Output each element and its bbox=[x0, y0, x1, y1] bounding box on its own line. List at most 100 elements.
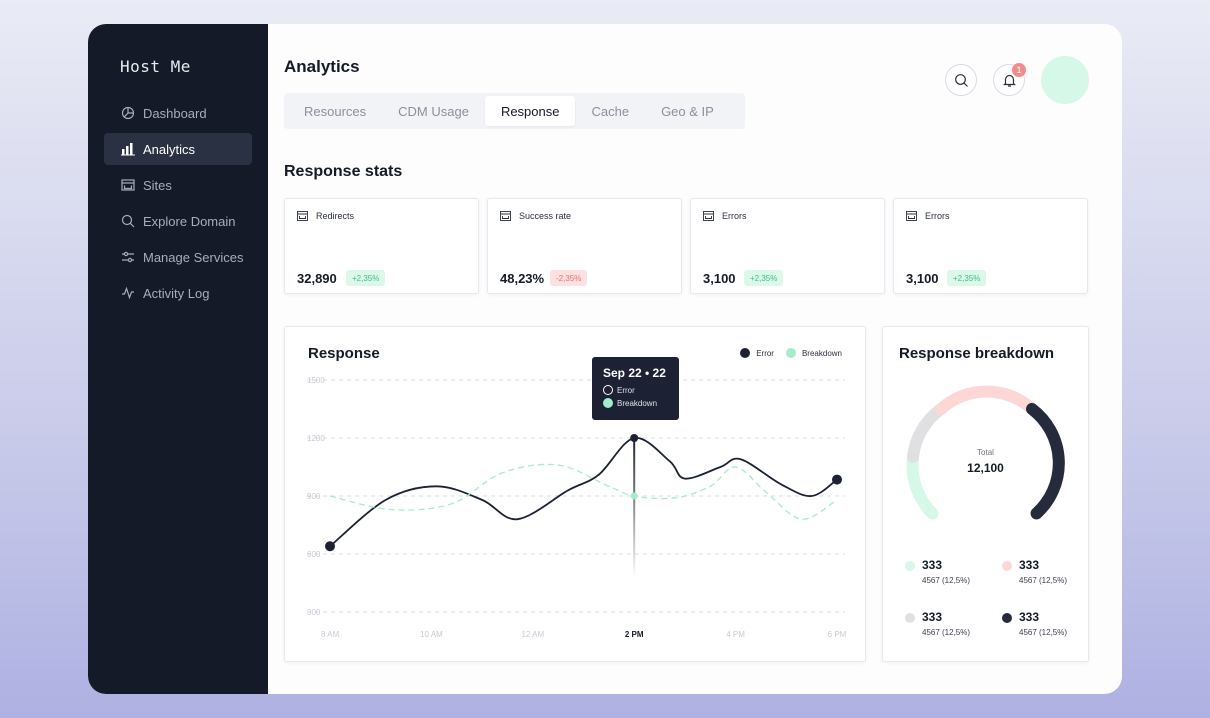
x-tick-label: 10 AM bbox=[420, 630, 443, 639]
stat-card-success-rate: Success rate 48,23% -2,35% bbox=[487, 198, 682, 294]
sidebar-item-analytics[interactable]: Analytics bbox=[104, 133, 252, 165]
section-title: Response stats bbox=[284, 163, 403, 180]
chart-title: Response bbox=[308, 345, 380, 362]
tab-cache[interactable]: Cache bbox=[591, 103, 630, 119]
breakdown-dot bbox=[1002, 613, 1012, 623]
browser-window-icon bbox=[703, 211, 714, 221]
breakdown-dot bbox=[905, 561, 915, 571]
sidebar-nav: Dashboard Analytics Sites Explore Domain bbox=[104, 97, 252, 313]
stat-label: Redirects bbox=[316, 211, 355, 221]
browser-window-icon bbox=[906, 211, 917, 221]
legend-dot bbox=[785, 348, 796, 358]
brand-logo[interactable]: Host Me bbox=[120, 57, 191, 76]
data-point-highlight[interactable] bbox=[630, 434, 639, 442]
chart-hover-cursor bbox=[633, 438, 636, 578]
legend-item-breakdown[interactable]: Breakdown bbox=[785, 348, 842, 358]
gauge-segment-mint bbox=[906, 451, 939, 520]
search-button[interactable] bbox=[945, 64, 977, 96]
gauge-segment-pink bbox=[935, 385, 1038, 415]
tab-response[interactable]: Response bbox=[484, 96, 576, 126]
legend-item-error[interactable]: Error bbox=[740, 348, 774, 358]
stat-change-badge: -2,35% bbox=[550, 270, 588, 286]
gauge-total-value: 12,100 bbox=[967, 461, 1004, 475]
sidebar-item-label: Dashboard bbox=[143, 105, 207, 121]
browser-window-icon bbox=[500, 211, 511, 221]
avatar[interactable] bbox=[1041, 56, 1089, 104]
tooltip-breakdown-dot bbox=[603, 398, 613, 408]
sidebar-item-manage-services[interactable]: Manage Services bbox=[104, 241, 252, 273]
legend-label: Error bbox=[756, 348, 774, 358]
data-point[interactable] bbox=[325, 541, 335, 552]
stat-change-badge: +2,35% bbox=[346, 270, 386, 286]
gauge-total-label: Total bbox=[977, 448, 994, 457]
y-tick-label: 900 bbox=[307, 492, 321, 501]
x-tick-label: 6 PM bbox=[828, 630, 847, 639]
sidebar: Host Me Dashboard Analytics Sites bbox=[88, 24, 268, 694]
stat-card-errors: Errors 3,100 +2,35% bbox=[690, 198, 885, 294]
breakdown-detail: 4567 (12,5%) bbox=[1019, 576, 1068, 585]
stat-label: Success rate bbox=[519, 211, 572, 221]
x-tick-label: 12 AM bbox=[521, 630, 544, 639]
breakdown-value: 333 bbox=[1019, 610, 1040, 624]
y-tick-label: 600 bbox=[307, 550, 321, 559]
breakdown-detail: 4567 (12,5%) bbox=[922, 576, 971, 585]
y-tick-label: 1200 bbox=[307, 434, 325, 443]
series-line-error[interactable] bbox=[329, 437, 838, 547]
sliders-icon bbox=[121, 250, 135, 264]
y-tick-label: 300 bbox=[307, 608, 321, 617]
sidebar-item-sites[interactable]: Sites bbox=[104, 169, 252, 201]
response-breakdown-card: Response breakdown Total 12,100 333 4567… bbox=[882, 326, 1089, 662]
notification-badge: 1 bbox=[1012, 63, 1026, 77]
sidebar-item-label: Activity Log bbox=[143, 285, 210, 301]
activity-icon bbox=[121, 286, 135, 300]
tooltip-row-label: Breakdown bbox=[617, 398, 658, 408]
x-tick-label: 8 AM bbox=[321, 630, 340, 639]
stat-change-badge: +2,35% bbox=[744, 270, 784, 286]
response-line-chart[interactable]: 1500 1200 900 600 300 8 AM 10 AM 12 AM 2 PM 4 PM 6… bbox=[285, 327, 867, 663]
data-point-highlight[interactable] bbox=[630, 492, 638, 500]
breakdown-detail: 4567 (12,5%) bbox=[922, 628, 971, 637]
sidebar-item-explore-domain[interactable]: Explore Domain bbox=[104, 205, 252, 237]
sidebar-item-dashboard[interactable]: Dashboard bbox=[104, 97, 252, 129]
sidebar-item-label: Explore Domain bbox=[143, 213, 236, 229]
bell-icon bbox=[1002, 74, 1016, 87]
legend-label: Breakdown bbox=[801, 348, 842, 358]
tab-resources[interactable]: Resources bbox=[304, 103, 367, 119]
y-tick-label: 1500 bbox=[307, 376, 325, 385]
data-point[interactable] bbox=[832, 474, 842, 485]
breakdown-value: 333 bbox=[922, 610, 943, 624]
app-window: Host Me Dashboard Analytics Sites bbox=[88, 24, 1122, 694]
sidebar-item-activity-log[interactable]: Activity Log bbox=[104, 277, 252, 309]
bar-chart-icon bbox=[121, 142, 135, 156]
search-icon bbox=[121, 214, 135, 228]
stat-value: 3,100 bbox=[703, 271, 736, 286]
breakdown-dot bbox=[1002, 561, 1012, 571]
stat-card-errors-2: Errors 3,100 +2,35% bbox=[893, 198, 1088, 294]
sidebar-item-label: Sites bbox=[143, 177, 172, 193]
stat-label: Errors bbox=[722, 211, 747, 221]
pie-chart-icon bbox=[121, 106, 135, 120]
stat-value: 32,890 bbox=[297, 271, 337, 286]
tooltip-error-dot bbox=[603, 385, 613, 395]
gauge-segment-dark bbox=[1026, 403, 1065, 520]
x-tick-label: 4 PM bbox=[726, 630, 745, 639]
sidebar-item-label: Analytics bbox=[143, 141, 196, 157]
breakdown-detail: 4567 (12,5%) bbox=[1019, 628, 1068, 637]
browser-window-icon bbox=[297, 211, 308, 221]
tab-cdm-usage[interactable]: CDM Usage bbox=[398, 103, 469, 119]
breakdown-value: 333 bbox=[1019, 558, 1040, 572]
tooltip-row-label: Error bbox=[617, 385, 635, 395]
response-chart-card: Response Error Breakdown 1 bbox=[284, 326, 866, 662]
main-content: Analytics Resources CDM Usage Response C… bbox=[268, 24, 1122, 694]
notifications-button[interactable]: 1 bbox=[993, 63, 1026, 96]
tab-bar: Resources CDM Usage Response Cache Geo &… bbox=[284, 93, 745, 129]
breakdown-gauge[interactable] bbox=[883, 377, 1090, 537]
breakdown-value: 333 bbox=[922, 558, 943, 572]
legend-dot bbox=[740, 348, 751, 358]
tab-geo-ip[interactable]: Geo & IP bbox=[661, 103, 714, 119]
breakdown-title: Response breakdown bbox=[899, 345, 1055, 362]
browser-window-icon bbox=[121, 178, 135, 192]
chart-legend: Error Breakdown bbox=[728, 348, 842, 358]
stat-change-badge: +2,35% bbox=[947, 270, 987, 286]
stat-card-redirects: Redirects 32,890 +2,35% bbox=[284, 198, 479, 294]
